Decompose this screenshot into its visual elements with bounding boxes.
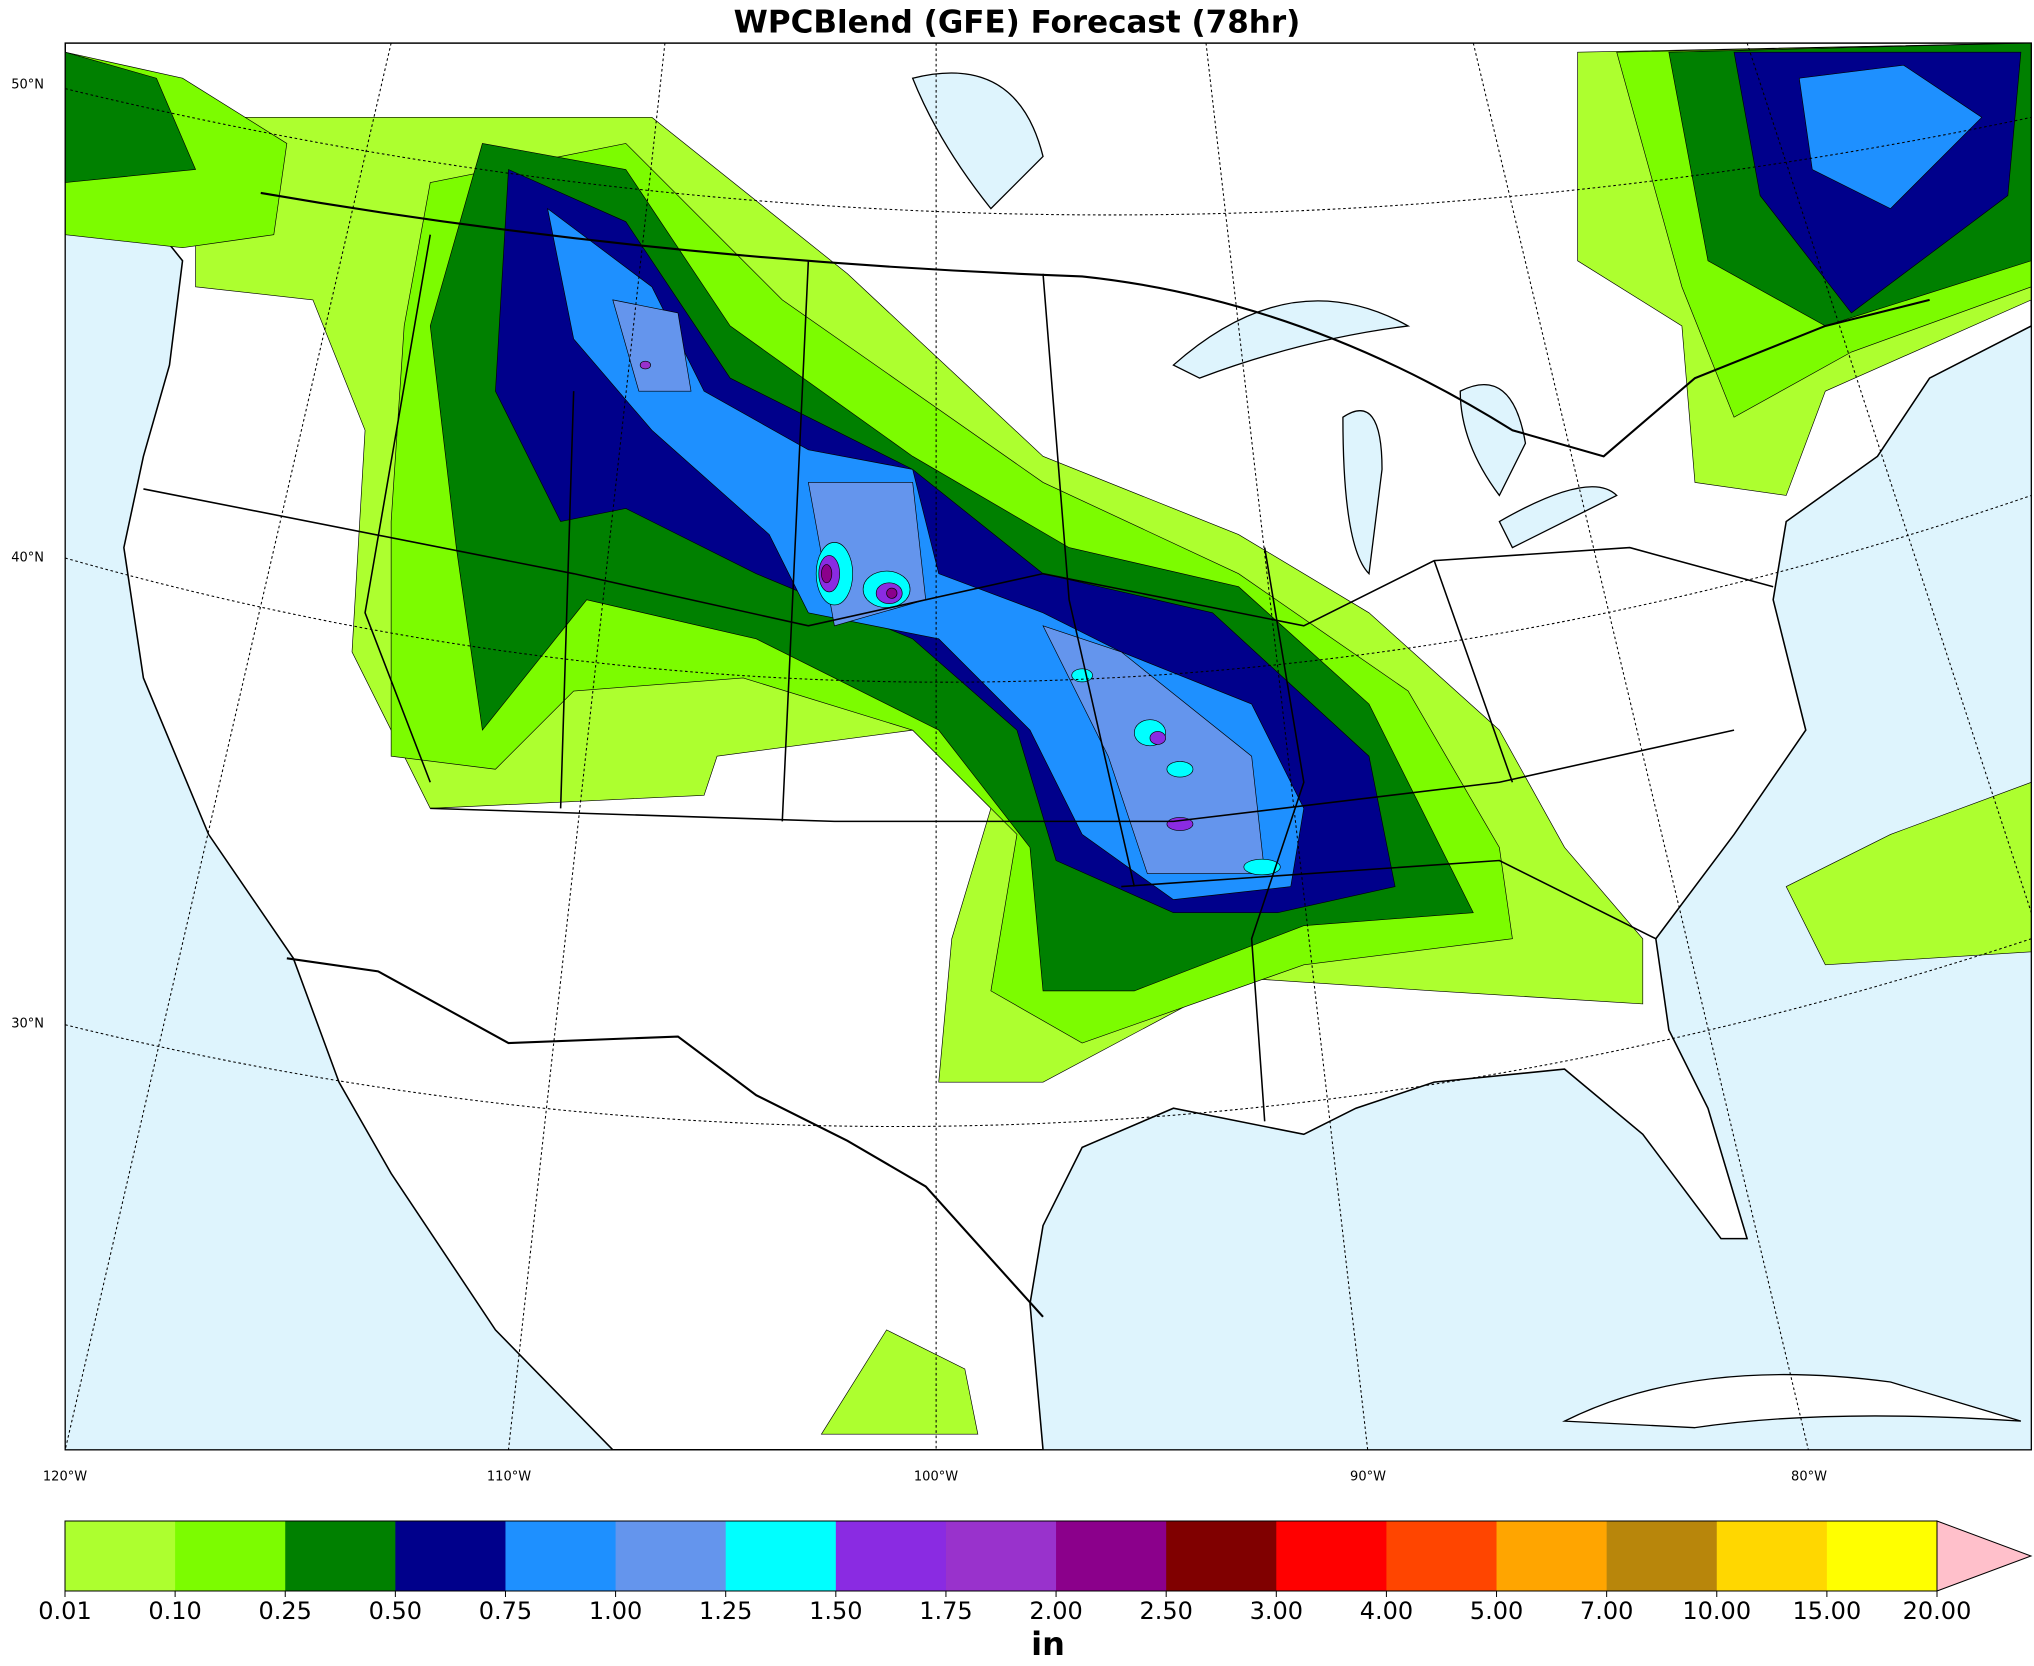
lon-label: 90°W (1350, 1470, 1386, 1485)
colorbar-segment (1496, 1521, 1608, 1591)
colorbar-segment (725, 1521, 837, 1591)
precip-area (1071, 668, 1093, 683)
lon-label: 120°W (43, 1470, 87, 1485)
borders (143, 191, 1930, 1318)
lon-label: 110°W (487, 1470, 531, 1485)
colorbar-segment (1716, 1521, 1828, 1591)
colorbar-segment (835, 1521, 947, 1591)
colorbar-segment (285, 1521, 396, 1591)
precip-area (821, 564, 833, 584)
lakes (911, 72, 1618, 576)
colorbar-tick-label: 15.00 (1793, 1597, 1862, 1625)
colorbar-tick-label: 0.50 (369, 1597, 422, 1625)
colorbar-tick-label: 1.00 (589, 1597, 642, 1625)
colorbar-tick-label: 4.00 (1360, 1597, 1413, 1625)
colorbar-tick-label: 1.50 (809, 1597, 862, 1625)
lat-label: 40°N (11, 551, 44, 566)
precip-area (1785, 781, 2032, 966)
colorbar-segment (1276, 1521, 1387, 1591)
colorbar-segment (1826, 1521, 1938, 1591)
precip-area (1166, 761, 1194, 778)
map (64, 42, 2032, 1451)
colorbar-tick-label: 0.75 (479, 1597, 532, 1625)
colorbar-tick-label: 2.50 (1139, 1597, 1192, 1625)
precip-area (886, 587, 898, 599)
colorbar-segment (945, 1521, 1057, 1591)
precip-area (1798, 64, 1983, 210)
colorbar-segment (1166, 1521, 1277, 1591)
colorbar-tick-label: 7.00 (1580, 1597, 1633, 1625)
colorbar-tick-label: 0.01 (38, 1597, 91, 1625)
colorbar-tick-label: 1.25 (699, 1597, 752, 1625)
precip-area (639, 360, 651, 370)
colorbar-tick-label: 20.00 (1903, 1597, 1972, 1625)
cuba (1562, 1373, 2022, 1429)
colorbar-tick-label: 2.00 (1029, 1597, 1082, 1625)
precip-area (1243, 858, 1281, 876)
colorbar-frame (64, 1520, 1938, 1592)
colorbar-segment (615, 1521, 727, 1591)
colorbar-tick-label: 5.00 (1470, 1597, 1523, 1625)
colorbar-unit: in (1031, 1625, 1065, 1663)
colorbar-tick-label: 3.00 (1250, 1597, 1303, 1625)
colorbar-segment (1606, 1521, 1718, 1591)
colorbar-segment (175, 1521, 286, 1591)
colorbar-tick-label: 0.10 (148, 1597, 201, 1625)
colorbar-extend (1936, 1520, 2033, 1592)
graticule (65, 43, 2032, 1450)
precip-area (1149, 731, 1166, 745)
colorbar-segment (1386, 1521, 1498, 1591)
precip-area (612, 299, 692, 392)
colorbar-segment (505, 1521, 617, 1591)
title: WPCBlend (GFE) Forecast (78hr) (734, 5, 1301, 41)
colorbar-segment (1056, 1521, 1167, 1591)
lon-label: 80°W (1791, 1470, 1827, 1485)
map-frame (64, 42, 2032, 1451)
lat-label: 30°N (11, 1017, 44, 1032)
colorbar-tick-label: 10.00 (1682, 1597, 1751, 1625)
precip-area (820, 1329, 979, 1435)
colorbar-tick-label: 1.75 (919, 1597, 972, 1625)
colorbar-segment (395, 1521, 506, 1591)
colorbar-segment (65, 1521, 176, 1591)
lat-label: 50°N (11, 78, 44, 93)
colorbar-tick-label: 0.25 (259, 1597, 312, 1625)
lon-label: 100°W (914, 1470, 958, 1485)
precip-area (65, 51, 197, 183)
